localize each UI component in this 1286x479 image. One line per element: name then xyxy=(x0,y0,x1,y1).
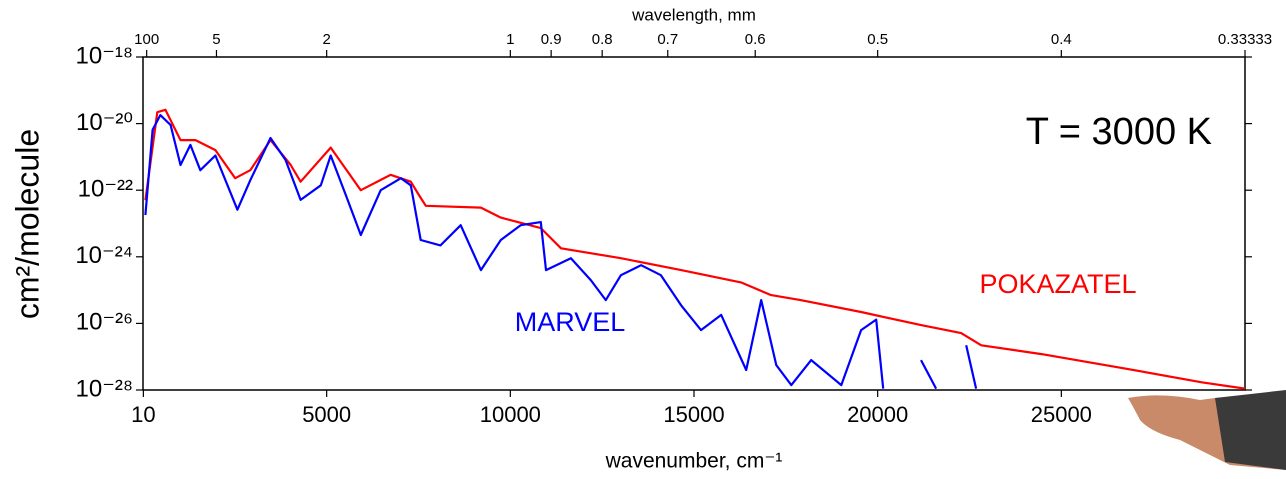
top-x-tick-label: 0.33333 xyxy=(1218,31,1272,48)
y-tick-label: 10⁻²⁰ xyxy=(76,109,133,136)
plot-frame xyxy=(142,56,1246,391)
top-x-tick-label: 0.4 xyxy=(1051,31,1072,48)
x-axis-title: wavenumber, cm⁻¹ xyxy=(605,450,783,473)
top-x-tick-label: 5 xyxy=(212,31,220,48)
y-tick-label: 10⁻²² xyxy=(78,176,133,203)
sleeve-shape xyxy=(1215,390,1286,470)
y-tick-label: 10⁻²⁶ xyxy=(76,309,133,336)
top-x-tick-label: 2 xyxy=(322,31,330,48)
spectrum-line xyxy=(144,108,1246,390)
series-label: POKAZATEL xyxy=(979,269,1136,299)
spectrum-line xyxy=(144,114,978,390)
y-tick-label: 10⁻¹⁸ xyxy=(76,42,133,69)
y-tick-label: 10⁻²⁴ xyxy=(75,242,133,269)
x-tick-label: 5000 xyxy=(302,402,351,427)
x-tick-label: 10 xyxy=(131,402,155,427)
top-x-tick-label: 0.7 xyxy=(657,31,678,48)
top-x-tick-label: 100 xyxy=(134,31,159,48)
x-tick-label: 25000 xyxy=(1031,402,1092,427)
pointing-hand xyxy=(1128,390,1286,470)
temperature-annotation: T = 3000 K xyxy=(1026,111,1212,153)
y-tick-label: 10⁻²⁸ xyxy=(76,375,133,402)
top-x-tick-label: 1 xyxy=(506,31,514,48)
top-x-tick-label: 0.6 xyxy=(745,31,766,48)
series-label: MARVEL xyxy=(515,307,626,337)
x-tick-label: 10000 xyxy=(480,402,541,427)
x-tick-label: 15000 xyxy=(663,402,724,427)
top-axis-title: wavelength, mm xyxy=(631,5,756,24)
top-x-tick-label: 0.9 xyxy=(541,31,562,48)
top-x-tick-label: 0.5 xyxy=(867,31,888,48)
top-x-tick-label: 0.8 xyxy=(592,31,613,48)
x-tick-label: 20000 xyxy=(847,402,908,427)
y-axis-title: cm²/molecule xyxy=(9,129,45,319)
